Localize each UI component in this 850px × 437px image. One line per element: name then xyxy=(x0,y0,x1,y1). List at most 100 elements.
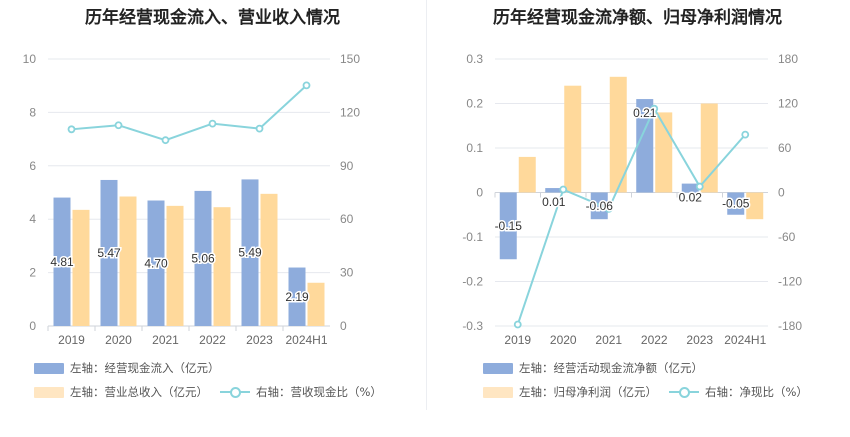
bar-primary[interactable] xyxy=(53,197,71,326)
ratio-point[interactable] xyxy=(741,130,750,139)
bar-data-label: -0.06 xyxy=(586,199,614,213)
legend-label: 左轴：营业总收入（亿元） xyxy=(70,385,208,399)
legend-item-revenue[interactable]: 左轴：营业总收入（亿元） xyxy=(34,384,208,400)
y-left-tick-label: 0.1 xyxy=(466,141,483,155)
ratio-point[interactable] xyxy=(114,121,123,130)
ratio-point[interactable] xyxy=(67,125,76,134)
x-tick-label: 2019 xyxy=(58,333,85,347)
bar-primary[interactable] xyxy=(241,179,259,326)
y-right-tick-label: 90 xyxy=(340,159,354,173)
bar-data-label: -0.15 xyxy=(495,219,523,233)
legend-swatch-blue xyxy=(34,362,64,374)
bar-data-label: 0.21 xyxy=(633,106,657,120)
chart-panel-cashflow-revenue: 历年经营现金流入、营业收入情况 0 2 4 6 8 10 0 30 60 90 120 150 2019… xyxy=(23,8,382,400)
y-left-tick-label: -0.1 xyxy=(462,230,483,244)
legend-swatch-line xyxy=(220,386,250,398)
bar-secondary[interactable] xyxy=(72,209,90,326)
y-right-tick-label: 0 xyxy=(778,186,785,200)
bar-primary[interactable] xyxy=(194,190,212,326)
x-tick-label: 2023 xyxy=(686,333,713,347)
bar-secondary[interactable] xyxy=(564,85,582,193)
ratio-point[interactable] xyxy=(559,185,568,194)
x-tick-label: 2021 xyxy=(595,333,622,347)
chart-panel-netcash-profit: 历年经营现金流净额、归母净利润情况 -0.3 -0.2 -0.1 0 0.1 0.2 0.3… xyxy=(425,0,850,437)
ratio-point[interactable] xyxy=(604,204,613,213)
bar-data-label: 5.47 xyxy=(97,246,121,260)
legend-swatch-blue xyxy=(483,362,513,374)
x-tick-label: 2019 xyxy=(504,333,531,347)
ratio-point[interactable] xyxy=(302,81,311,90)
bar-data-label: 0.02 xyxy=(679,191,703,205)
x-tick-label: 2020 xyxy=(105,333,132,347)
legend-item-net-profit[interactable]: 左轴：归母净利润（亿元） xyxy=(483,384,657,400)
y-right-tick-label: 60 xyxy=(340,212,354,226)
ratio-point[interactable] xyxy=(255,124,264,133)
y-right-tick-label: -60 xyxy=(778,230,796,244)
bar-secondary[interactable] xyxy=(307,282,325,326)
bar-primary[interactable] xyxy=(100,179,118,326)
bar-data-label: 4.70 xyxy=(144,256,168,270)
bar-secondary[interactable] xyxy=(518,156,536,193)
chart-title: 历年经营现金流净额、归母净利润情况 xyxy=(493,8,782,28)
y-right-tick-label: 180 xyxy=(778,52,798,66)
bar-primary[interactable] xyxy=(727,192,745,215)
x-tick-label: 2021 xyxy=(152,333,179,347)
legend-item-net-cash-ratio[interactable]: 右轴：净现比（%） xyxy=(669,384,808,400)
bar-primary[interactable] xyxy=(499,192,517,260)
bar-secondary[interactable] xyxy=(260,193,278,326)
bar-secondary[interactable] xyxy=(119,196,137,326)
y-left-tick-label: -0.3 xyxy=(462,319,483,333)
bar-primary[interactable] xyxy=(545,188,563,193)
bar-secondary[interactable] xyxy=(609,76,627,193)
y-right-tick-label: 30 xyxy=(340,266,354,280)
legend-label: 左轴：经营现金流入（亿元） xyxy=(70,361,220,375)
bar-secondary[interactable] xyxy=(213,207,231,326)
legend-label: 左轴：经营活动现金流净额（亿元） xyxy=(519,361,703,375)
bar-data-label: 5.49 xyxy=(238,246,262,260)
y-left-tick-label: 0.3 xyxy=(466,52,483,66)
y-left-tick-label: 4 xyxy=(29,212,36,226)
y-left-tick-label: 0 xyxy=(476,186,483,200)
bar-data-label: -0.05 xyxy=(722,197,750,211)
x-tick-label: 2023 xyxy=(246,333,273,347)
ratio-point[interactable] xyxy=(650,104,659,113)
legend-item-revenue-cash-ratio[interactable]: 右轴：营收现金比（%） xyxy=(220,384,382,400)
y-right-tick-label: -120 xyxy=(778,275,802,289)
legend-item-net-cashflow[interactable]: 左轴：经营活动现金流净额（亿元） xyxy=(483,360,703,376)
chart-netcash-profit: -0.3 -0.2 -0.1 0 0.1 0.2 0.3 -180 -120 -60 0 60 120 1… xyxy=(462,52,802,347)
ratio-line xyxy=(516,106,747,325)
legend-swatch-orange xyxy=(483,386,513,398)
bar-data-label: 0.01 xyxy=(542,195,566,209)
bar-data-label: 5.06 xyxy=(191,251,215,265)
x-tick-label: 2020 xyxy=(550,333,577,347)
chart-title: 历年经营现金流入、营业收入情况 xyxy=(85,8,340,28)
bar-secondary[interactable] xyxy=(746,192,764,220)
legend-item-cash-inflow[interactable]: 左轴：经营现金流入（亿元） xyxy=(34,360,220,376)
ratio-point[interactable] xyxy=(208,119,217,128)
y-left-tick-label: 0 xyxy=(29,319,36,333)
y-left-tick-label: 6 xyxy=(29,159,36,173)
bar-primary[interactable] xyxy=(288,267,306,326)
legend-label: 左轴：归母净利润（亿元） xyxy=(519,385,657,399)
ratio-line xyxy=(71,84,308,142)
chart-cashflow-revenue: 0 2 4 6 8 10 0 30 60 90 120 150 2019 2020 2021 2022 2023… xyxy=(23,52,361,347)
x-tick-label: 2022 xyxy=(199,333,226,347)
bar-secondary[interactable] xyxy=(700,103,718,193)
y-left-tick-label: 2 xyxy=(29,266,36,280)
y-right-tick-label: 60 xyxy=(778,141,792,155)
bar-primary[interactable] xyxy=(147,200,165,326)
y-right-tick-label: 120 xyxy=(340,105,360,119)
ratio-point[interactable] xyxy=(161,136,170,145)
x-tick-label: 2022 xyxy=(641,333,668,347)
x-tick-label: 2024H1 xyxy=(724,333,766,347)
ratio-point[interactable] xyxy=(513,320,522,329)
y-right-tick-label: -180 xyxy=(778,319,802,333)
legend-label: 右轴：净现比（%） xyxy=(705,385,808,399)
legend-swatch-line xyxy=(669,386,699,398)
bar-data-label: 4.81 xyxy=(50,255,74,269)
y-left-tick-label: 10 xyxy=(23,52,37,66)
y-left-tick-label: 8 xyxy=(29,105,36,119)
ratio-point[interactable] xyxy=(695,182,704,191)
bar-primary[interactable] xyxy=(681,183,699,193)
bar-secondary[interactable] xyxy=(166,205,184,326)
